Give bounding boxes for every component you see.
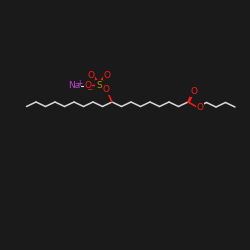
Text: Na: Na [68, 82, 80, 90]
Text: O: O [102, 86, 110, 94]
Text: −: − [86, 86, 92, 94]
Text: O: O [104, 70, 110, 80]
Text: O: O [84, 82, 91, 90]
Text: +: + [76, 78, 82, 88]
Text: O: O [196, 102, 203, 112]
Text: O: O [190, 88, 198, 96]
Text: S: S [96, 80, 102, 90]
Text: O: O [88, 70, 94, 80]
